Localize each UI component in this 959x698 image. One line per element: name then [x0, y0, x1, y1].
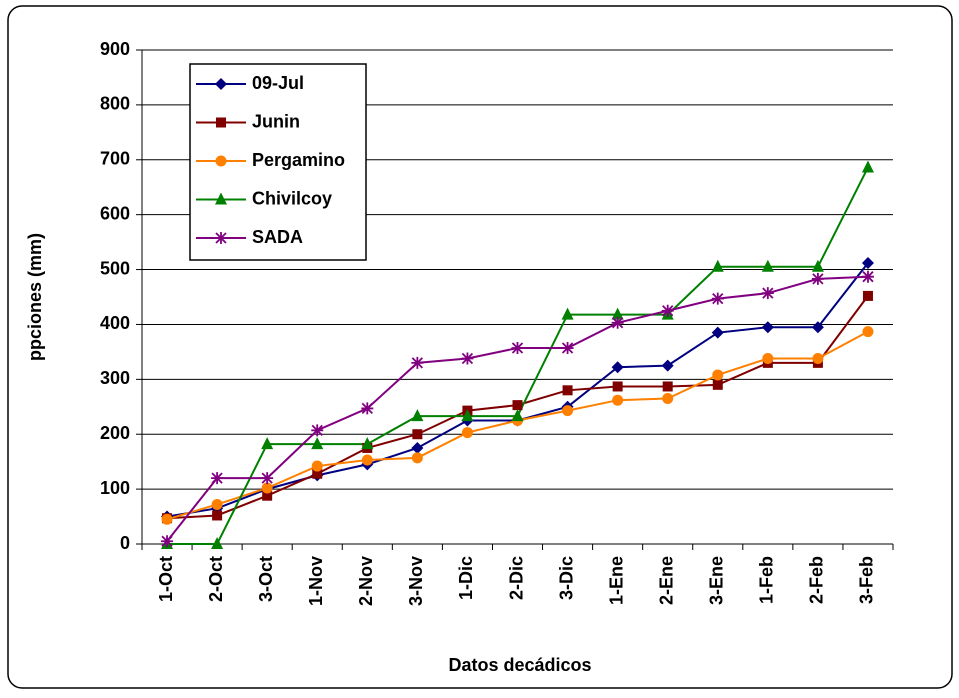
data-point	[161, 513, 173, 525]
data-point	[611, 361, 624, 374]
data-point	[761, 321, 774, 334]
x-tick-label: 1-Oct	[156, 556, 176, 602]
data-point	[261, 472, 274, 485]
data-point	[662, 393, 674, 405]
data-point	[562, 405, 574, 417]
y-tick-label: 100	[100, 478, 130, 498]
data-point	[361, 437, 374, 450]
data-point	[311, 460, 323, 472]
legend-label: 09-Jul	[252, 73, 304, 93]
x-tick-label: 2-Nov	[356, 556, 376, 606]
data-point	[311, 437, 324, 450]
data-point	[461, 427, 473, 439]
data-point	[561, 307, 574, 320]
data-point	[461, 352, 474, 365]
data-point	[312, 468, 323, 479]
data-point	[661, 304, 674, 317]
data-point	[412, 429, 423, 440]
legend-label: SADA	[252, 227, 303, 247]
data-point	[411, 409, 424, 422]
x-tick-label: 1-Dic	[456, 556, 476, 600]
x-tick-label: 3-Nov	[406, 556, 426, 606]
data-point	[612, 394, 624, 406]
x-tick-label: 1-Ene	[606, 556, 626, 605]
data-point	[311, 424, 324, 437]
x-tick-label: 3-Feb	[857, 556, 877, 604]
y-tick-label: 300	[100, 368, 130, 388]
data-point	[361, 454, 373, 466]
legend-label: Pergamino	[252, 150, 345, 170]
data-point	[411, 452, 423, 464]
legend-label: Junin	[252, 111, 300, 131]
data-point	[712, 379, 723, 390]
y-tick-label: 0	[120, 533, 130, 553]
y-tick-label: 800	[100, 94, 130, 114]
data-point	[611, 307, 624, 320]
data-point	[261, 482, 273, 494]
data-point	[511, 409, 524, 422]
data-point	[861, 256, 874, 269]
data-point	[811, 321, 824, 334]
x-tick-label: 3-Ene	[707, 556, 727, 605]
data-point	[461, 409, 474, 422]
data-point	[661, 359, 674, 372]
y-tick-label: 200	[100, 423, 130, 443]
data-point	[211, 472, 224, 485]
x-tick-label: 1-Nov	[306, 556, 326, 606]
legend-marker	[215, 192, 227, 205]
x-tick-label: 1-Feb	[757, 556, 777, 604]
data-point	[611, 316, 624, 329]
x-tick-label: 2-Ene	[656, 556, 676, 605]
data-point	[711, 259, 724, 272]
data-point	[861, 270, 874, 283]
legend-marker	[215, 155, 227, 167]
data-point	[712, 369, 724, 381]
data-point	[762, 352, 774, 364]
legend-marker	[216, 117, 226, 128]
data-point	[212, 510, 223, 521]
data-point	[861, 160, 874, 173]
data-point	[511, 342, 524, 355]
legend-marker	[215, 232, 227, 244]
data-point	[512, 400, 523, 411]
legend-marker	[215, 78, 227, 90]
data-point	[211, 498, 223, 510]
data-point	[711, 292, 724, 305]
data-point	[862, 326, 874, 338]
y-tick-label: 900	[100, 39, 130, 59]
data-point	[262, 490, 273, 501]
y-tick-label: 600	[100, 203, 130, 223]
data-point	[211, 537, 224, 549]
data-point	[811, 259, 824, 272]
y-tick-label: 500	[100, 258, 130, 278]
y-tick-label: 400	[100, 313, 130, 333]
data-point	[711, 326, 724, 339]
x-tick-label: 3-Dic	[556, 556, 576, 600]
data-point	[411, 441, 424, 454]
data-point	[862, 290, 873, 301]
data-point	[411, 356, 424, 369]
legend-label: Chivilcoy	[252, 188, 332, 208]
data-point	[361, 402, 374, 415]
data-point	[612, 381, 623, 392]
y-tick-label: 700	[100, 149, 130, 169]
data-point	[662, 381, 673, 392]
x-tick-label: 2-Feb	[807, 556, 827, 604]
x-tick-label: 2-Dic	[506, 556, 526, 600]
x-tick-label: 3-Oct	[256, 556, 276, 602]
x-tick-label: 2-Oct	[206, 556, 226, 602]
data-point	[761, 259, 774, 272]
data-point	[561, 342, 574, 355]
data-point	[812, 352, 824, 364]
data-point	[761, 287, 774, 300]
y-axis-title: ppciones (mm)	[25, 233, 45, 361]
data-point	[811, 272, 824, 285]
data-point	[161, 535, 174, 548]
data-point	[562, 385, 573, 396]
x-axis-title: Datos decádicos	[448, 655, 591, 675]
data-point	[261, 437, 274, 450]
